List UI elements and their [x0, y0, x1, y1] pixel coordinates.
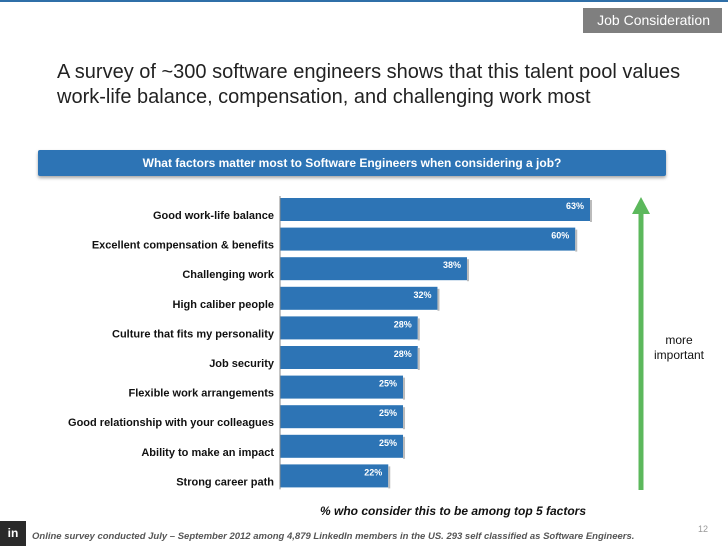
- page-number: 12: [697, 524, 708, 534]
- bar: [280, 434, 404, 458]
- bar: [280, 198, 590, 221]
- arrow-up-icon: [632, 197, 650, 490]
- category-label: Flexible work arrangements: [129, 388, 275, 400]
- bar: [280, 375, 404, 399]
- bar-shadow: [575, 229, 578, 252]
- category-label: Good work-life balance: [153, 210, 274, 222]
- value-label: 22%: [364, 467, 382, 477]
- bar: [280, 405, 404, 429]
- chart-title-banner: What factors matter most to Software Eng…: [38, 150, 666, 176]
- page-headline: A survey of ~300 software engineers show…: [57, 61, 681, 108]
- x-axis-label: % who consider this to be among top 5 fa…: [320, 504, 587, 518]
- category-label: Challenging work: [182, 269, 275, 281]
- value-label: 32%: [413, 290, 431, 300]
- category-label: Ability to make an impact: [141, 447, 274, 459]
- value-label: 25%: [379, 438, 397, 448]
- value-label: 63%: [566, 201, 584, 211]
- section-tag: Job Consideration: [583, 8, 722, 33]
- top-accent-rule: [0, 0, 728, 2]
- bar-shadow: [403, 407, 406, 430]
- category-label: Culture that fits my personality: [112, 328, 275, 340]
- category-label: Strong career path: [176, 476, 274, 488]
- bar-shadow: [388, 466, 391, 489]
- bar: [280, 346, 418, 369]
- bar-shadow: [403, 377, 406, 400]
- bars-group: Good work-life balance 63% Excellent compe…: [68, 196, 592, 490]
- footnote: Online survey conducted July – September…: [32, 531, 635, 542]
- category-label: High caliber people: [173, 299, 274, 311]
- value-label: 28%: [394, 349, 412, 359]
- linkedin-logo: in: [0, 521, 26, 546]
- bar: [280, 257, 467, 281]
- bar: [280, 316, 418, 340]
- category-label: Excellent compensation & benefits: [92, 240, 274, 252]
- category-label: Good relationship with your colleagues: [68, 417, 274, 429]
- bar-shadow: [403, 436, 406, 459]
- value-label: 38%: [443, 260, 461, 270]
- bar: [280, 464, 389, 488]
- bar-shadow: [437, 288, 440, 311]
- bar-shadow: [417, 348, 420, 370]
- bar: [280, 227, 576, 251]
- value-label: 60%: [551, 231, 569, 241]
- bar-shadow: [590, 200, 592, 222]
- bar-shadow: [417, 318, 420, 341]
- value-label: 25%: [379, 408, 397, 418]
- bar: [280, 286, 438, 310]
- value-label: 25%: [379, 379, 397, 389]
- bar-shadow: [466, 259, 469, 282]
- value-label: 28%: [394, 319, 412, 329]
- more-important-label: more important: [653, 333, 705, 362]
- category-label: Job security: [209, 358, 275, 370]
